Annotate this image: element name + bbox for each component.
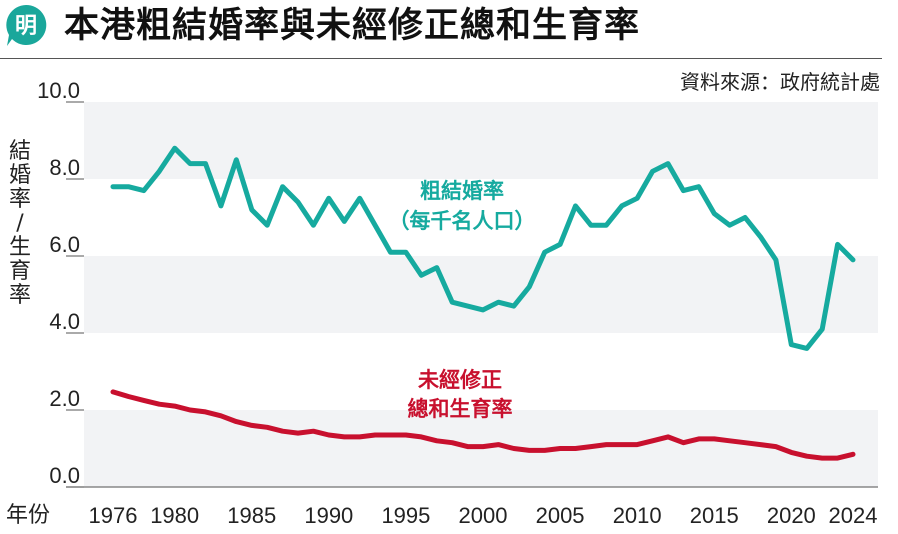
- x-tick-label: 2000: [459, 503, 508, 528]
- x-tick-label: 1985: [227, 503, 276, 528]
- series-label-fertility-line2: 總和生育率: [408, 397, 513, 421]
- y-tick-label: 0.0: [49, 463, 80, 488]
- y-axis-title-char: 率: [8, 283, 31, 308]
- title-divider: [0, 58, 882, 59]
- x-tick-label: 2005: [536, 503, 585, 528]
- y-axis-title-char: 生: [8, 235, 31, 260]
- x-tick-label: 1995: [381, 503, 430, 528]
- x-tick-label: 2015: [690, 503, 739, 528]
- y-axis-title-char: 育: [8, 259, 31, 284]
- ming-pao-logo: 明: [6, 4, 47, 46]
- y-tick-label: 8.0: [49, 155, 80, 180]
- x-tick-label: 1980: [150, 503, 199, 528]
- grid-band: [84, 102, 878, 179]
- y-axis-title: 結婚率 / 生育率: [7, 140, 33, 308]
- source-note: 資料來源：政府統計處: [680, 70, 880, 94]
- x-tick-label: 2020: [767, 503, 816, 528]
- x-tick-label: 1976: [89, 503, 138, 528]
- page-title: 本港粗結婚率與未經修正總和生育率: [64, 6, 641, 46]
- y-axis-title-char: 率: [8, 187, 31, 212]
- grid-band: [84, 256, 878, 333]
- y-axis-title-char: 結: [8, 139, 31, 164]
- y-tick-label: 2.0: [49, 386, 80, 411]
- y-tick-label: 6.0: [49, 232, 80, 257]
- series-label-marriage-line2: （每千名人口）: [389, 209, 536, 233]
- x-tick-label: 2010: [613, 503, 662, 528]
- y-axis-title-char: /: [16, 211, 24, 236]
- y-axis-title-char: 婚: [8, 163, 31, 188]
- x-axis-title: 年份: [6, 503, 50, 528]
- series-label-marriage-line1: 粗結婚率: [420, 179, 504, 203]
- y-tick-label: 10.0: [37, 78, 80, 103]
- x-tick-label: 1990: [304, 503, 353, 528]
- series-label-fertility-line1: 未經修正: [418, 368, 502, 392]
- x-tick-label: 2024: [829, 503, 878, 528]
- y-tick-label: 4.0: [49, 309, 80, 334]
- logo-char: 明: [15, 13, 37, 39]
